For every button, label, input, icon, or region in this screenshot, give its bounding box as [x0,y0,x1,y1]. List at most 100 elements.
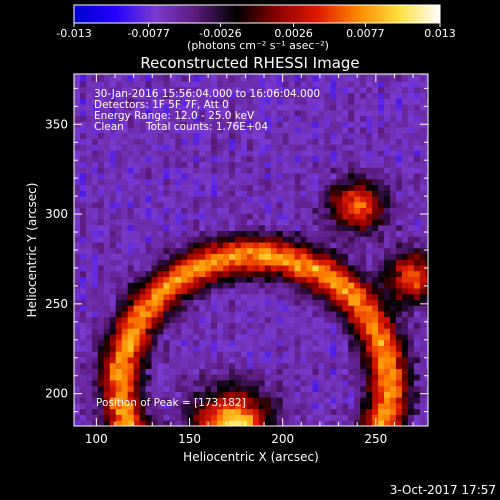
heatmap-cell [258,311,266,318]
heatmap-cell [324,196,331,203]
heatmap-cell [127,351,135,358]
heatmap-cell [372,334,379,341]
heatmap-cell [252,368,260,375]
heatmap-cell [151,351,158,358]
heatmap-cell [324,305,331,312]
heatmap-cell [276,311,284,318]
heatmap-cell [246,368,254,375]
heatmap-cell [336,276,343,283]
heatmap-cell [133,74,140,76]
heatmap-cell [294,92,301,99]
heatmap-cell [276,98,284,105]
heatmap-cell [85,316,93,323]
heatmap-cell [109,196,117,203]
heatmap-cell [103,224,111,232]
heatmap-cell [163,351,170,358]
heatmap-cell [330,109,337,117]
heatmap-cell [121,391,129,398]
heatmap-cell [348,132,355,140]
heatmap-cell [330,397,337,404]
heatmap-cell [205,322,212,329]
heatmap-cell [288,259,295,266]
heatmap-cell [312,397,319,404]
heatmap-cell [74,247,81,254]
heatmap-cell [413,374,421,381]
heatmap-cell [330,104,337,111]
heatmap-cell [372,270,379,277]
heatmap-cell [217,184,224,191]
heatmap-cell [97,351,105,358]
heatmap-cell [175,74,182,76]
heatmap-cell [91,178,99,186]
heatmap-cell [318,351,325,358]
heatmap-cell [407,374,415,381]
heatmap-cell [306,351,313,358]
heatmap-cell [258,253,266,260]
heatmap-cell [187,190,194,197]
heatmap-cell [258,259,266,266]
x-tick-label: 100 [85,432,108,446]
heatmap-cell [79,339,87,346]
heatmap-cell [276,403,284,410]
heatmap-cell [97,178,105,186]
heatmap-cell [252,316,260,323]
heatmap-cell [217,265,224,272]
heatmap-cell [240,322,248,329]
heatmap-cell [360,247,367,254]
heatmap-cell [306,316,313,323]
heatmap-cell [366,397,373,404]
heatmap-cell [264,403,272,410]
colorbar-tick-label: -0.013 [56,27,91,40]
heatmap-cell [109,219,117,226]
heatmap-cell [151,92,158,99]
heatmap-cell [157,196,164,203]
heatmap-cell [109,408,117,415]
heatmap-cell [419,138,427,145]
heatmap-cell [419,253,427,260]
heatmap-cell [133,288,140,295]
heatmap-cell [157,132,164,140]
heatmap-cell [425,132,428,140]
heatmap-cell [348,362,355,369]
heatmap-cell [389,380,397,387]
heatmap-cell [372,397,379,404]
y-axis-label: Heliocentric Y (arcsec) [25,183,39,318]
heatmap-cell [395,380,403,387]
heatmap-cell [133,328,140,335]
heatmap-cell [252,305,260,312]
heatmap-cell [312,391,319,398]
heatmap-cell [246,351,254,358]
heatmap-cell [330,259,337,266]
heatmap-cell [133,86,140,94]
heatmap-cell [217,196,224,203]
heatmap-cell [181,150,188,157]
heatmap-cell [360,109,367,117]
heatmap-cell [354,219,361,226]
heatmap-cell [109,121,117,128]
heatmap-cell [372,311,379,318]
heatmap-cell [91,74,99,76]
heatmap-cell [133,391,140,398]
heatmap-cell [425,374,428,381]
heatmap-cell [139,230,146,237]
heatmap-cell [360,259,367,266]
heatmap-cell [401,276,409,283]
heatmap-cell [401,265,409,272]
heatmap-cell [145,368,152,375]
heatmap-cell [199,201,206,209]
heatmap-cell [300,230,307,237]
heatmap-cell [258,420,266,426]
heatmap-cell [318,109,325,117]
heatmap-cell [91,167,99,174]
heatmap-cell [324,155,331,163]
heatmap-cell [276,328,284,335]
heatmap-cell [139,328,146,335]
heatmap-cell [407,127,415,134]
heatmap-cell [425,247,428,254]
heatmap-cell [97,92,105,99]
heatmap-cell [294,397,301,404]
heatmap-cell [413,144,421,151]
heatmap-cell [401,311,409,318]
heatmap-cell [378,178,385,186]
heatmap-cell [145,150,152,157]
